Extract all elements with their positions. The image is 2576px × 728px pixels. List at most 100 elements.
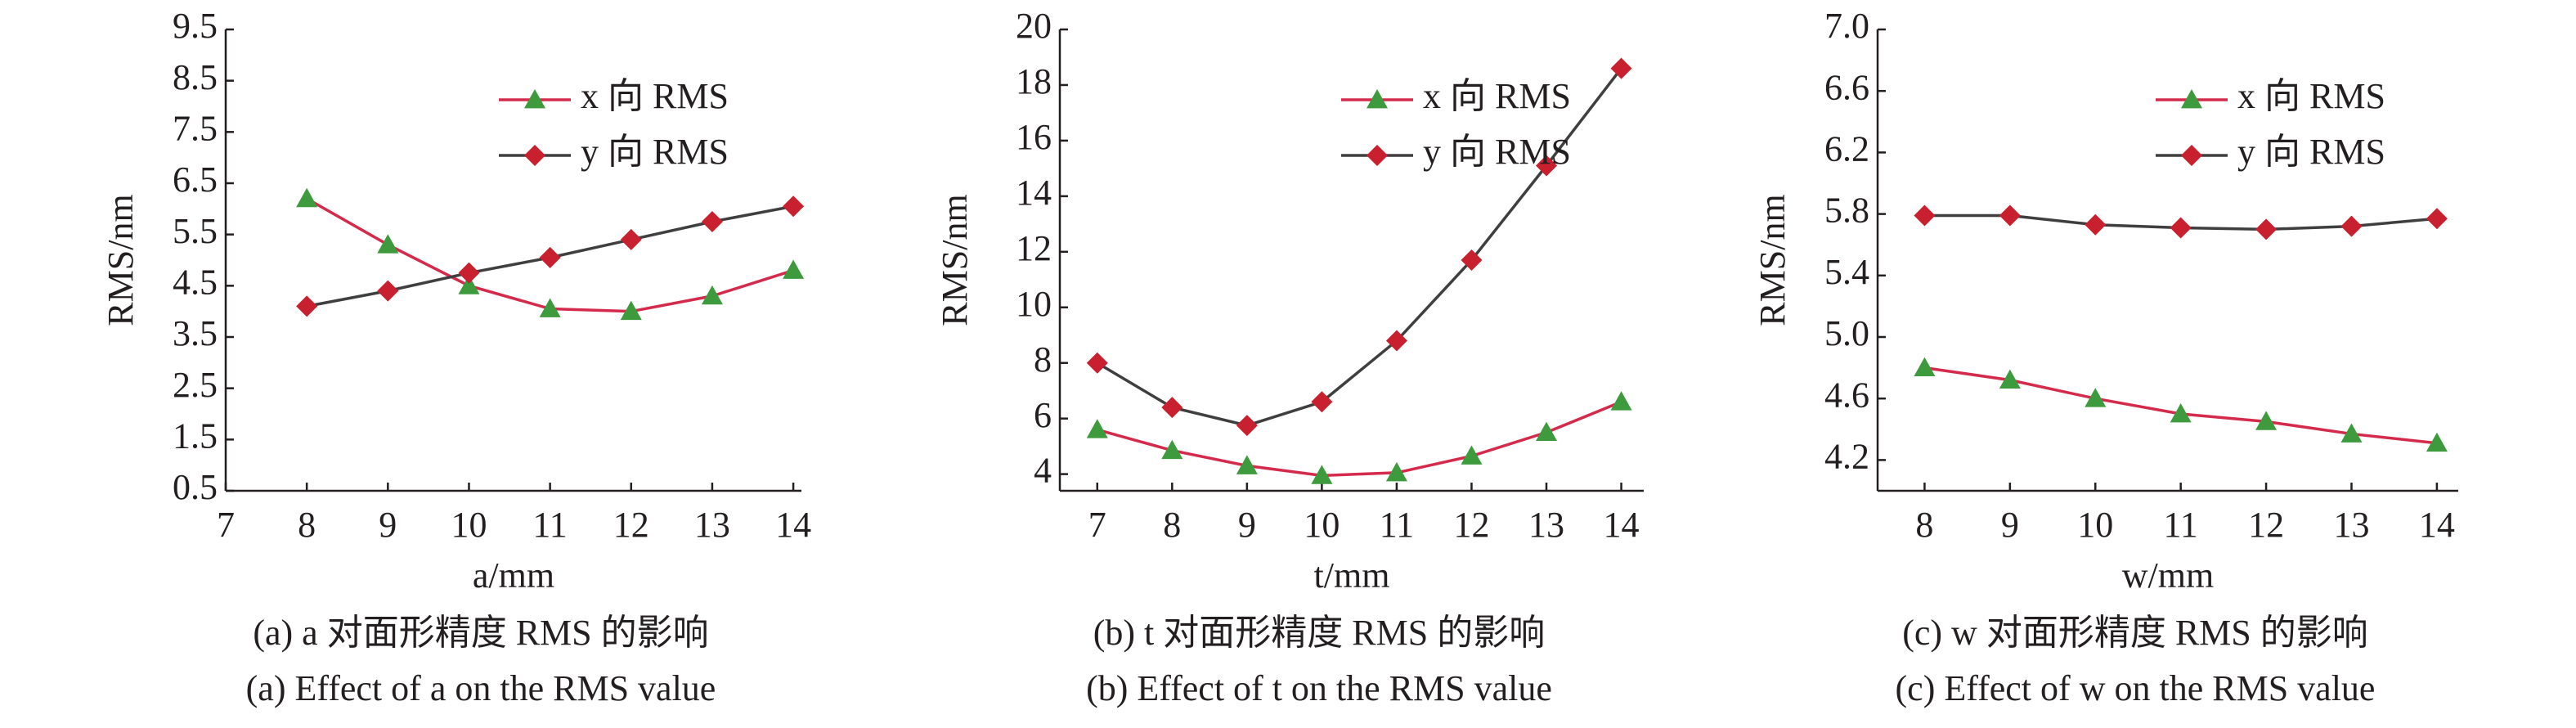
y-tick-label: 5.5 bbox=[173, 211, 218, 251]
diamond-marker bbox=[539, 246, 561, 268]
triangle-marker bbox=[2085, 388, 2107, 407]
x-tick-label: 9 bbox=[379, 505, 397, 545]
x-tick-label: 13 bbox=[1528, 505, 1564, 545]
y-tick-label: 7.5 bbox=[173, 108, 218, 148]
y-tick-label: 6.5 bbox=[173, 160, 218, 200]
x-tick-label: 10 bbox=[1304, 505, 1340, 545]
y-tick-label: 2.5 bbox=[173, 365, 218, 405]
triangle-marker bbox=[701, 285, 723, 305]
x-tick-label: 14 bbox=[2419, 505, 2455, 545]
y-tick-label: 9.5 bbox=[173, 6, 218, 46]
x-axis-label: a/mm bbox=[473, 555, 554, 595]
y-tick-label: 6.6 bbox=[1824, 67, 1869, 107]
x-tick-label: 9 bbox=[2001, 505, 2019, 545]
x-tick-label: 8 bbox=[298, 505, 316, 545]
x-tick-label: 10 bbox=[451, 505, 487, 545]
y-tick-label: 5.0 bbox=[1824, 313, 1869, 353]
triangle-marker bbox=[1086, 419, 1108, 438]
legend-label: y 向 RMS bbox=[1423, 132, 1571, 172]
diamond-marker bbox=[1367, 145, 1388, 166]
legend-label: y 向 RMS bbox=[581, 132, 729, 172]
triangle-marker bbox=[1914, 357, 1936, 376]
triangle-marker bbox=[2255, 411, 2278, 430]
y-tick-label: 0.5 bbox=[173, 467, 218, 507]
y-tick-label: 4.5 bbox=[173, 262, 218, 302]
y-tick-label: 18 bbox=[1016, 61, 1052, 101]
triangle-marker bbox=[296, 187, 318, 208]
x-tick-label: 9 bbox=[1238, 505, 1256, 545]
y-tick-label: 7.0 bbox=[1824, 6, 1869, 46]
triangle-marker bbox=[1999, 369, 2021, 389]
diamond-marker bbox=[1461, 249, 1483, 271]
legend-label: y 向 RMS bbox=[2237, 132, 2385, 172]
diamond-marker bbox=[783, 195, 805, 218]
diamond-marker bbox=[2085, 213, 2107, 236]
y-tick-label: 1.5 bbox=[173, 416, 218, 456]
triangle-marker bbox=[539, 298, 561, 317]
x-tick-label: 11 bbox=[1380, 505, 1414, 545]
y-tick-label: 4.6 bbox=[1824, 375, 1869, 415]
triangle-marker bbox=[2181, 89, 2202, 109]
diamond-marker bbox=[1610, 57, 1632, 79]
legend-label: x 向 RMS bbox=[581, 76, 729, 116]
diamond-marker bbox=[377, 280, 399, 302]
series-line bbox=[1096, 67, 1622, 427]
caption: (c) w 对面形精度 RMS 的影响 bbox=[1902, 613, 2368, 653]
subtitle: (c) Effect of w on the RMS value bbox=[1896, 668, 2376, 708]
triangle-marker bbox=[620, 300, 642, 321]
x-tick-label: 8 bbox=[1915, 505, 1933, 545]
diamond-marker bbox=[1311, 391, 1333, 413]
diamond-marker bbox=[2181, 145, 2202, 166]
diamond-marker bbox=[458, 262, 480, 284]
diamond-marker bbox=[296, 295, 318, 317]
x-tick-label: 13 bbox=[2333, 505, 2369, 545]
y-tick-label: 14 bbox=[1016, 173, 1052, 213]
x-tick-label: 13 bbox=[694, 505, 730, 545]
x-axis-label: w/mm bbox=[2122, 555, 2214, 595]
triangle-marker bbox=[1461, 445, 1483, 465]
diamond-marker bbox=[1999, 204, 2021, 227]
x-tick-label: 12 bbox=[2248, 505, 2284, 545]
triangle-marker bbox=[458, 275, 480, 294]
x-tick-label: 7 bbox=[217, 505, 235, 545]
x-tick-label: 11 bbox=[2163, 505, 2197, 545]
y-tick-label: 20 bbox=[1016, 6, 1052, 46]
x-tick-label: 14 bbox=[775, 505, 811, 545]
y-tick-label: 10 bbox=[1016, 284, 1052, 324]
y-axis-label: RMS/nm bbox=[935, 194, 975, 326]
y-tick-label: 16 bbox=[1016, 117, 1052, 157]
diamond-marker bbox=[1161, 397, 1183, 419]
x-tick-label: 12 bbox=[1453, 505, 1489, 545]
triangle-marker bbox=[1161, 439, 1183, 460]
y-tick-label: 6.2 bbox=[1824, 128, 1869, 169]
y-tick-label: 6 bbox=[1034, 395, 1052, 435]
triangle-marker bbox=[524, 89, 545, 109]
diamond-marker bbox=[1914, 204, 1936, 227]
legend-label: x 向 RMS bbox=[2237, 76, 2385, 116]
y-tick-label: 8.5 bbox=[173, 57, 218, 97]
series-line bbox=[1097, 400, 1622, 478]
y-axis-label: RMS/nm bbox=[101, 194, 141, 326]
x-tick-label: 14 bbox=[1604, 505, 1640, 545]
triangle-marker bbox=[377, 234, 399, 254]
y-tick-label: 12 bbox=[1016, 228, 1052, 268]
y-tick-label: 8 bbox=[1034, 339, 1052, 380]
triangle-marker bbox=[1385, 461, 1407, 482]
diamond-marker bbox=[1536, 155, 1557, 177]
diamond-marker bbox=[2340, 215, 2363, 237]
triangle-marker bbox=[1536, 421, 1557, 442]
diamond-marker bbox=[701, 211, 723, 232]
caption: (b) t 对面形精度 RMS 的影响 bbox=[1093, 613, 1545, 653]
legend-label: x 向 RMS bbox=[1423, 76, 1571, 116]
diamond-marker bbox=[1086, 352, 1108, 374]
y-tick-label: 4.2 bbox=[1824, 436, 1869, 476]
subtitle: (b) Effect of t on the RMS value bbox=[1086, 668, 1552, 708]
y-tick-label: 5.4 bbox=[1824, 252, 1869, 292]
triangle-marker bbox=[2170, 403, 2192, 423]
triangle-marker bbox=[783, 259, 805, 279]
diamond-marker bbox=[1236, 415, 1258, 437]
triangle-marker bbox=[1610, 391, 1632, 411]
caption: (a) a 对面形精度 RMS 的影响 bbox=[253, 613, 708, 653]
triangle-marker bbox=[1311, 465, 1333, 484]
